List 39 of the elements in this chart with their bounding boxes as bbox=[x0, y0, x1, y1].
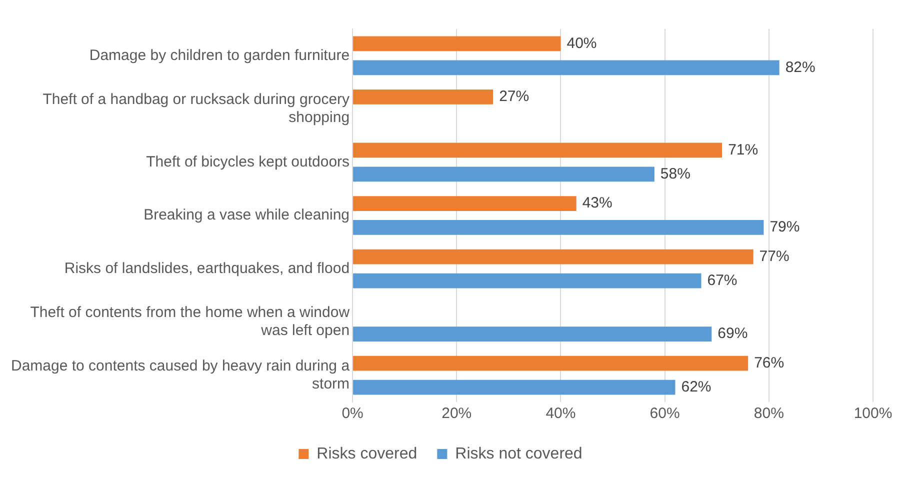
x-tick-label: 80% bbox=[754, 405, 784, 422]
bar bbox=[353, 356, 748, 371]
data-label: 82% bbox=[785, 58, 816, 76]
data-label: 62% bbox=[681, 378, 712, 396]
data-label: 67% bbox=[707, 272, 738, 289]
bar bbox=[353, 36, 561, 52]
data-label: 69% bbox=[718, 325, 748, 342]
x-tick-label: 40% bbox=[546, 405, 576, 422]
y-tick-label: Damage to contents caused by heavy rain during a storm bbox=[10, 358, 350, 392]
y-tick-label: Damage by children to garden furniture bbox=[89, 46, 350, 64]
bar bbox=[353, 196, 576, 211]
y-tick-label: Breaking a vase while cleaning bbox=[144, 206, 350, 224]
bar bbox=[353, 90, 494, 104]
bar bbox=[353, 326, 712, 342]
y-tick-label: Theft of bicycles kept outdoors bbox=[146, 153, 350, 170]
x-tick-label: 20% bbox=[442, 405, 472, 422]
y-tick-label: Theft of contents from the home when a window was left open bbox=[30, 304, 350, 340]
x-tick-label: 0% bbox=[342, 405, 364, 422]
bar bbox=[353, 380, 676, 395]
data-label: 77% bbox=[759, 248, 790, 265]
data-label: 79% bbox=[770, 218, 800, 236]
y-tick-label: Risks of landslides, earthquakes, and flood bbox=[64, 260, 350, 277]
bar bbox=[353, 273, 702, 288]
bar bbox=[353, 166, 654, 182]
x-tick-label: 60% bbox=[650, 405, 680, 422]
legend-label: Risks covered bbox=[316, 445, 418, 462]
bar bbox=[353, 60, 780, 76]
x-tick-label: 100% bbox=[854, 405, 892, 422]
y-tick-label: Theft of a handbag or rucksack during grocery shopping bbox=[42, 91, 350, 126]
data-label: 71% bbox=[728, 141, 758, 158]
bar bbox=[353, 249, 754, 264]
data-label: 58% bbox=[660, 165, 690, 182]
legend-label: Risks not covered bbox=[455, 445, 582, 462]
data-label: 27% bbox=[499, 88, 530, 106]
data-label: 40% bbox=[566, 34, 597, 52]
data-label: 76% bbox=[754, 354, 784, 372]
bar bbox=[353, 142, 722, 158]
data-label: 43% bbox=[582, 194, 612, 212]
bar bbox=[353, 220, 764, 235]
